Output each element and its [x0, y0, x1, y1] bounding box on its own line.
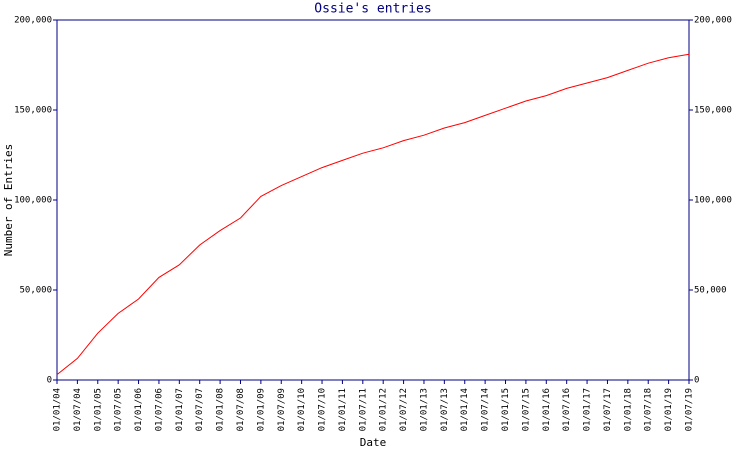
x-tick-label: 01/01/12: [379, 388, 389, 431]
x-tick-label: 01/07/18: [644, 388, 654, 431]
plot-frame: [56, 19, 690, 381]
x-tick-label: 01/01/05: [93, 388, 103, 431]
x-tick-label: 01/07/11: [358, 388, 368, 431]
x-tick-label: 01/07/09: [277, 388, 287, 431]
x-tick-label: 01/01/14: [460, 388, 470, 431]
y-tick-label: 150,000: [14, 106, 52, 116]
y2-tick-label: 100,000: [694, 196, 732, 206]
x-tick-label: 01/07/13: [440, 388, 450, 431]
x-tick-label: 01/01/13: [419, 388, 429, 431]
x-tick-label: 01/07/10: [318, 388, 328, 431]
x-tick-label: 01/07/14: [481, 388, 491, 431]
x-tick-label: 01/01/18: [623, 388, 633, 431]
x-tick-label: 01/07/12: [399, 388, 409, 431]
x-tick-label: 01/07/07: [195, 388, 205, 431]
x-tick-label: 01/07/16: [562, 388, 572, 431]
x-tick-label: 01/01/19: [664, 388, 674, 431]
y-tick-label: 0: [47, 376, 52, 386]
x-tick-label: 01/01/10: [297, 388, 307, 431]
x-tick-label: 01/01/09: [256, 388, 266, 431]
y2-tick-label: 50,000: [694, 286, 727, 296]
x-tick-label: 01/01/07: [175, 388, 185, 431]
x-tick-label: 01/01/08: [216, 388, 226, 431]
x-axis-label: Date: [360, 436, 387, 449]
x-tick-label: 01/07/04: [73, 388, 83, 431]
x-tick-label: 01/07/08: [236, 388, 246, 431]
x-tick-label: 01/01/06: [134, 388, 144, 431]
y-axis-label: Number of Entries: [2, 144, 15, 257]
y2-tick-label: 0: [694, 376, 699, 386]
x-tick-label: 01/07/05: [114, 388, 124, 431]
x-tick-label: 01/07/17: [603, 388, 613, 431]
x-tick-label: 01/01/17: [583, 388, 593, 431]
data-line: [56, 53, 690, 375]
y-tick-label: 100,000: [14, 196, 52, 206]
x-tick-label: 01/01/04: [53, 388, 63, 431]
y-tick-label: 50,000: [19, 286, 52, 296]
x-tick-label: 01/01/11: [338, 388, 348, 431]
x-tick-label: 01/07/15: [521, 388, 531, 431]
x-tick-label: 01/01/16: [542, 388, 552, 431]
chart-title: Ossie's entries: [314, 2, 431, 17]
y2-tick-label: 200,000: [694, 16, 732, 26]
x-tick-label: 01/07/19: [685, 388, 695, 431]
x-tick-label: 01/07/06: [154, 388, 164, 431]
y-tick-label: 200,000: [14, 16, 52, 26]
x-tick-label: 01/01/15: [501, 388, 511, 431]
y2-tick-label: 150,000: [694, 106, 732, 116]
